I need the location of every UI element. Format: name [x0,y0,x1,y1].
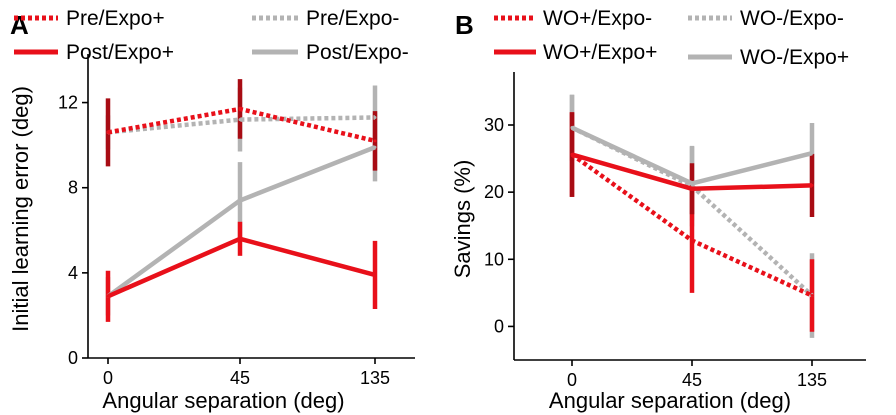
legend-entry: Pre/Expo- [252,7,399,30]
x-tick-label: 135 [360,368,390,388]
x-tick-label: 0 [103,368,113,388]
legend-label: Post/Expo+ [66,41,174,64]
series-line [107,115,376,135]
panel-a: A Pre/Expo+ Pre/Expo- Post/Expo+ Post/Expo- 0… [8,7,415,413]
legend-entry: WO+/Expo- [494,7,652,30]
data-point [810,183,814,187]
y-tick-label: 20 [484,182,504,202]
data-point [810,294,814,298]
x-tick-label: 135 [797,370,827,390]
x-tick-label: 45 [682,370,702,390]
legend-label: Pre/Expo+ [66,7,165,30]
x-tick-label: 45 [230,368,250,388]
panel-label: B [455,10,474,40]
legend-entry: Post/Expo+ [14,41,174,64]
legend-label: WO-/Expo- [740,7,844,30]
panel-label: A [10,10,29,40]
panel-b: B WO+/Expo- WO-/Expo- WO+/Expo+ WO-/Expo+ 0 10… [450,7,866,413]
y-tick-label: 0 [68,348,78,368]
y-tick-label: 0 [494,316,504,336]
x-axis-label: Angular separation (deg) [102,388,344,413]
data-point [238,118,242,122]
legend-entry: WO+/Expo+ [494,41,657,64]
data-point [373,115,377,119]
data-point [373,145,377,149]
data-point [106,130,110,134]
y-axis-label: Savings (%) [450,160,475,279]
y-tick-label: 12 [58,93,78,113]
y-tick-label: 4 [68,263,78,283]
x-axis-label: Angular separation (deg) [549,388,791,413]
legend-label: WO+/Expo- [543,7,652,30]
legend-entry: WO-/Expo- [688,7,844,30]
legend-label: Pre/Expo- [306,7,399,30]
data-point [373,139,377,143]
y-tick-label: 30 [484,115,504,135]
data-point [238,237,242,241]
legend-entry: WO-/Expo+ [688,46,849,69]
data-point [570,153,574,157]
y-tick-label: 10 [484,249,504,269]
data-point [690,187,694,191]
data-point [810,151,814,155]
data-point [373,273,377,277]
data-point [238,198,242,202]
data-point [238,107,242,111]
data-point [106,294,110,298]
legend-entry: Post/Expo- [252,41,409,64]
x-tick-label: 0 [567,370,577,390]
data-point [690,238,694,242]
y-tick-label: 8 [68,178,78,198]
legend-label: WO-/Expo+ [740,46,849,69]
data-point [570,126,574,130]
y-axis-label: Initial learning error (deg) [8,86,33,332]
data-point [690,181,694,185]
legend-label: WO+/Expo+ [543,41,657,64]
legend-entry: Pre/Expo+ [14,7,165,30]
legend-label: Post/Expo- [306,41,409,64]
